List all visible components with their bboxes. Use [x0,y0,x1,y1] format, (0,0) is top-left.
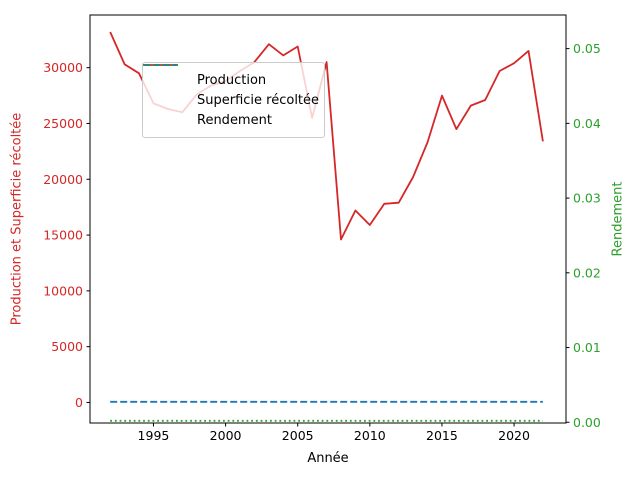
y-left-tick-label: 15000 [43,228,83,243]
x-tick-label: 2010 [354,428,386,443]
axes-frame [89,14,567,424]
y-right-tick-label: 0.05 [573,41,601,56]
legend-label: Rendement [197,112,272,128]
legend-swatch-dashed-line-icon [143,64,188,102]
legend-label: Superficie récoltée [197,92,320,108]
y-axis-label-right: Rendement [610,181,626,257]
legend-item-production: Production [143,64,314,90]
y-right-tick-label: 0.04 [573,116,601,131]
y-right-tick-label: 0.00 [573,415,601,430]
x-axis-label: Année [307,451,349,466]
x-tick-label: 2000 [210,428,242,443]
x-tick-label: 2015 [426,428,458,443]
y-left-tick-label: 10000 [43,283,83,298]
x-tick-label: 1995 [138,428,170,443]
legend: Production Superficie récoltée Rendement [142,62,325,138]
x-tick-label: 2020 [498,428,530,443]
legend-label: Production [197,72,267,88]
y-left-tick-label: 30000 [43,60,83,75]
y-left-tick-label: 25000 [43,116,83,131]
y-right-tick-label: 0.01 [573,340,601,355]
x-tick-label: 2005 [282,428,314,443]
y-left-tick-label: 0 [75,395,83,410]
y-axis-label-left: Production et Superficie récoltée [9,112,25,326]
legend-swatch-dotted-line-icon [143,64,188,122]
y-right-tick-label: 0.03 [573,191,601,206]
legend-item-rendement: Rendement [143,64,314,130]
legend-swatch-solid-line-icon [143,64,188,82]
legend-item-superficie: Superficie récoltée [143,64,319,110]
y-left-tick-label: 20000 [43,172,83,187]
y-right-tick-label: 0.02 [573,265,601,280]
y-left-tick-label: 5000 [51,339,83,354]
